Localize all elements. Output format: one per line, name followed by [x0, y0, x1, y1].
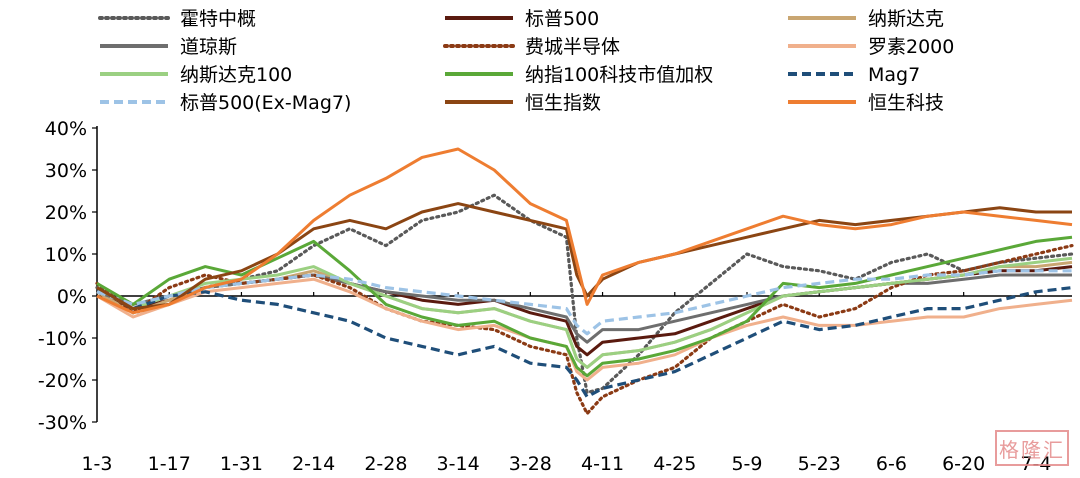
x-tick-label: 3-14: [437, 453, 480, 475]
legend-label-10: 恒生指数: [525, 92, 601, 114]
y-tick-label: 20%: [45, 202, 87, 224]
legend-label-8: Mag7: [868, 64, 920, 86]
series-line-11: [96, 147, 1073, 315]
legend-label-4: 费城半导体: [525, 36, 620, 58]
legend-label-6: 纳斯达克100: [180, 64, 292, 86]
y-tick-label: -30%: [38, 412, 87, 434]
x-tick-label: 6-20: [942, 453, 985, 475]
x-tick-label: 2-28: [364, 453, 407, 475]
legend-label-9: 标普500(Ex-Mag7): [180, 92, 351, 114]
x-tick-label: 1-3: [81, 453, 112, 475]
y-tick-label: 0%: [57, 286, 87, 308]
x-tick-label: 1-31: [220, 453, 263, 475]
legend-label-2: 纳斯达克: [868, 8, 944, 30]
x-tick-label: 4-25: [653, 453, 696, 475]
series-group: [95, 147, 1074, 416]
series-line-4: [95, 244, 1074, 416]
legend-label-0: 霍特中概: [180, 8, 256, 30]
series-line-5: [96, 277, 1073, 382]
x-tick-label: 6-6: [876, 453, 907, 475]
legend-label-5: 罗素2000: [868, 36, 954, 58]
y-tick-label: 30%: [45, 160, 87, 182]
y-tick-label: -20%: [38, 370, 87, 392]
x-tick-label: 5-23: [798, 453, 841, 475]
series-line-6: [96, 256, 1073, 369]
legend-label-7: 纳指100科技市值加权: [525, 64, 713, 86]
legend-label-1: 标普500: [525, 8, 599, 30]
series-line-7: [96, 235, 1073, 378]
x-tick-label: 1-17: [148, 453, 191, 475]
y-tick-label: -10%: [38, 328, 87, 350]
watermark-stamp: 格隆汇: [995, 430, 1069, 466]
y-tick-label: 10%: [45, 244, 87, 266]
y-tick-label: 40%: [45, 118, 87, 140]
series-line-8: [96, 286, 1073, 399]
series-line-0: [95, 193, 1074, 395]
legend-label-11: 恒生科技: [868, 92, 944, 114]
x-tick-label: 3-28: [509, 453, 552, 475]
legend-label-3: 道琼斯: [180, 36, 237, 58]
series-line-9: [96, 269, 1072, 336]
x-tick-label: 2-14: [292, 453, 335, 475]
x-tick-label: 5-9: [731, 453, 762, 475]
x-tick-label: 4-11: [581, 453, 624, 475]
